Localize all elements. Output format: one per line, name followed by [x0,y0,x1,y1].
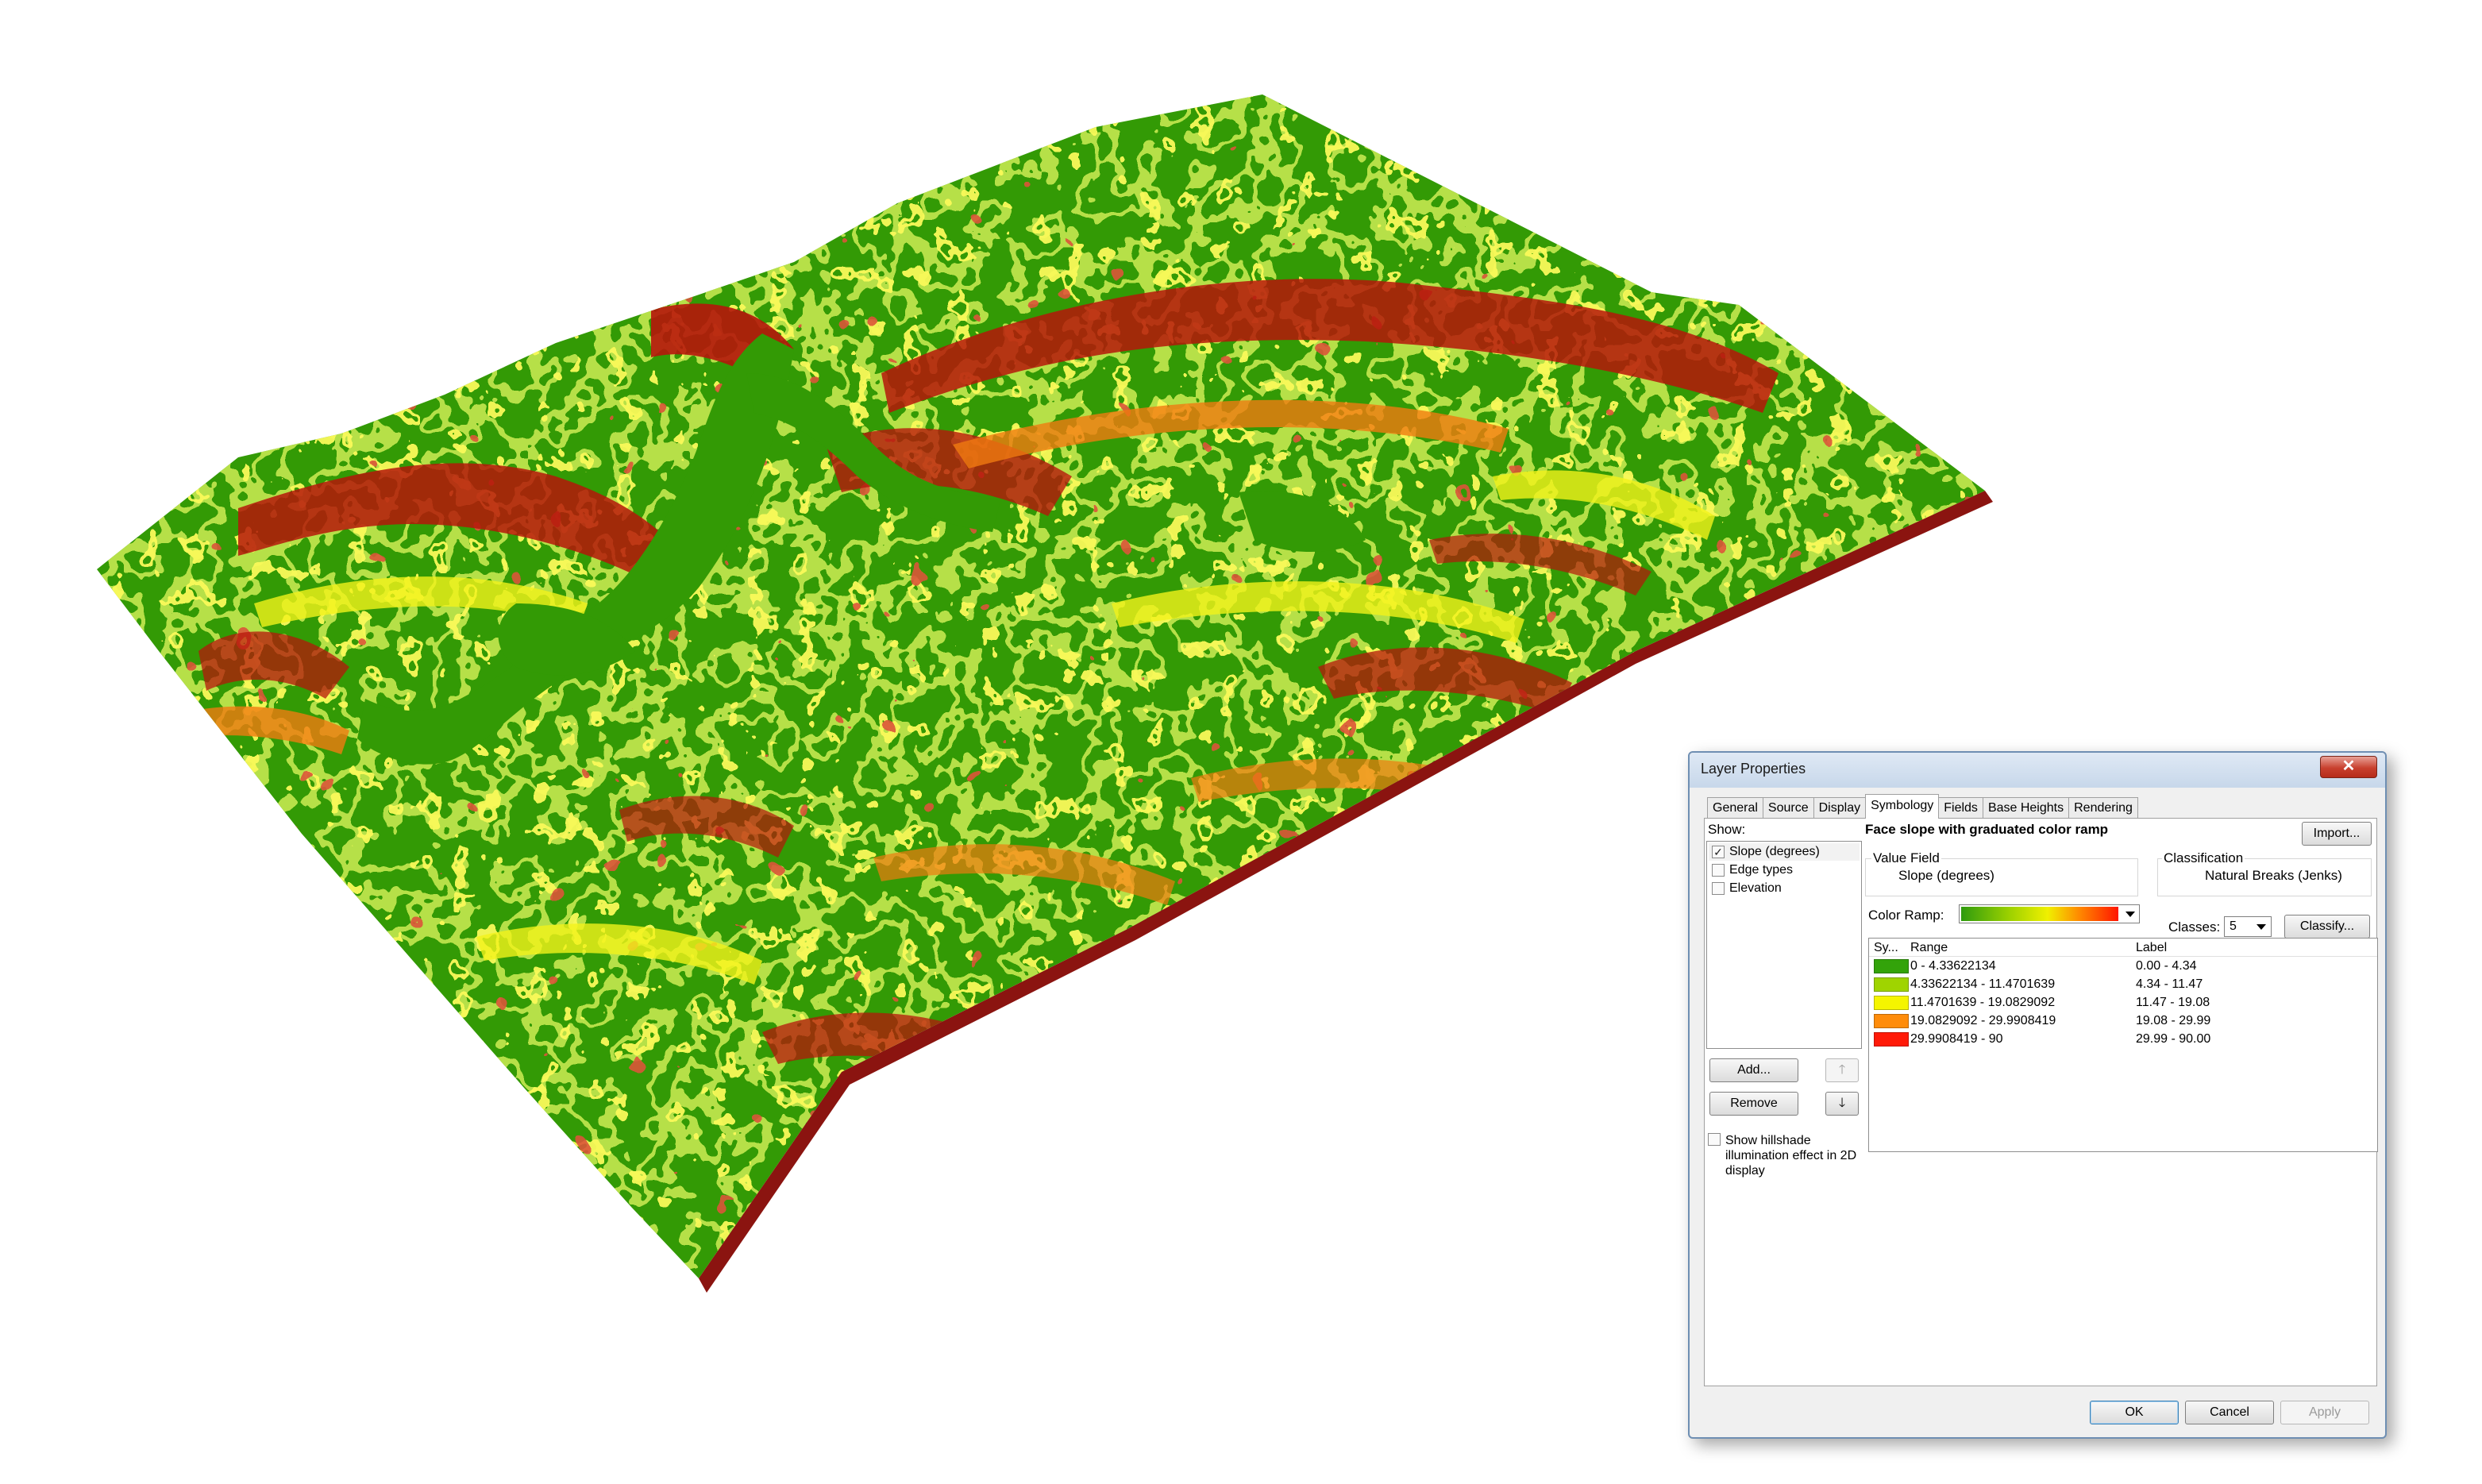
header-range[interactable]: Range [1910,941,1948,954]
table-row[interactable]: 19.0829092 - 29.9908419 19.08 - 29.99 [1869,1012,2377,1030]
header-symbol[interactable]: Sy... [1874,941,1898,954]
label-cell[interactable]: 0.00 - 4.34 [2136,959,2197,973]
symbology-panel: Show: ✓ Slope (degrees) Edge types Eleva… [1704,818,2378,1386]
tab-symbology[interactable]: Symbology [1865,794,1940,819]
remove-button[interactable]: Remove [1709,1092,1798,1116]
symbol-swatch[interactable] [1874,1032,1909,1047]
table-row[interactable]: 4.33622134 - 11.4701639 4.34 - 11.47 [1869,976,2377,993]
symbology-heading: Face slope with graduated color ramp [1865,822,2109,837]
table-row[interactable]: 11.4701639 - 19.0829092 11.47 - 19.08 [1869,994,2377,1012]
color-ramp-label: Color Ramp: [1868,908,1944,923]
tab-rendering[interactable]: Rendering [2068,797,2138,819]
chevron-down-icon [2257,924,2266,930]
label-cell[interactable]: 19.08 - 29.99 [2136,1014,2211,1027]
header-label[interactable]: Label [2136,941,2168,954]
dialog-title: Layer Properties [1701,761,1806,777]
symbol-swatch[interactable] [1874,959,1909,973]
tab-fields[interactable]: Fields [1938,797,1983,819]
show-item-label: Elevation [1729,881,1782,895]
show-heading: Show: [1708,822,1746,837]
move-down-button[interactable]: 🡓 [1825,1092,1859,1116]
range-cell[interactable]: 29.9908419 - 90 [1910,1032,2003,1046]
table-row[interactable]: 29.9908419 - 90 29.99 - 90.00 [1869,1031,2377,1048]
tab-source[interactable]: Source [1762,797,1814,819]
ok-button[interactable]: OK [2090,1401,2179,1424]
close-button[interactable]: ✕ [2320,756,2377,778]
edge-types-checkbox[interactable] [1712,864,1725,877]
label-cell[interactable]: 11.47 - 19.08 [2136,996,2210,1009]
chevron-down-icon [2126,912,2135,917]
show-list[interactable]: ✓ Slope (degrees) Edge types Elevation [1706,841,1862,1049]
classes-value: 5 [2230,919,2237,933]
dialog-footer: OK Cancel Apply [1690,1388,2385,1437]
tab-general[interactable]: General [1707,797,1763,819]
title-bar[interactable]: Layer Properties ✕ [1690,753,2385,788]
symbology-section: Face slope with graduated color ramp Imp… [1863,819,2376,1184]
show-item-elevation[interactable]: Elevation [1712,880,1782,897]
symbol-swatch[interactable] [1874,977,1909,992]
range-cell[interactable]: 19.0829092 - 29.9908419 [1910,1014,2056,1027]
color-ramp-gradient [1961,907,2118,921]
arrow-down-icon: 🡓 [1838,1097,1846,1110]
class-breaks-table[interactable]: Sy... Range Label 0 - 4.33622134 0.00 - 4… [1868,938,2378,1152]
range-cell[interactable]: 0 - 4.33622134 [1910,959,1996,973]
table-row[interactable]: 0 - 4.33622134 0.00 - 4.34 [1869,958,2377,975]
elevation-checkbox[interactable] [1712,882,1725,895]
label-cell[interactable]: 29.99 - 90.00 [2136,1032,2211,1046]
classes-dropdown[interactable]: 5 [2224,916,2272,937]
classification-method: Natural Breaks (Jenks) [2205,868,2342,883]
range-cell[interactable]: 11.4701639 - 19.0829092 [1910,996,2056,1009]
value-field-value[interactable]: Slope (degrees) [1898,868,1994,883]
color-ramp-selector[interactable] [1959,904,2140,923]
apply-button[interactable]: Apply [2280,1401,2369,1424]
classification-title: Classification [2162,850,2245,866]
symbol-swatch[interactable] [1874,996,1909,1010]
label-cell[interactable]: 4.34 - 11.47 [2136,977,2203,991]
show-section: Show: ✓ Slope (degrees) Edge types Eleva… [1706,822,1862,1187]
slope-checkbox[interactable]: ✓ [1712,846,1725,858]
range-cell[interactable]: 4.33622134 - 11.4701639 [1910,977,2056,991]
cancel-button[interactable]: Cancel [2185,1401,2274,1424]
tab-base-heights[interactable]: Base Heights [1982,797,2070,819]
arrow-up-icon: 🡑 [1838,1063,1846,1077]
add-button[interactable]: Add... [1709,1058,1798,1082]
layer-properties-dialog[interactable]: Layer Properties ✕ General Source Displa… [1688,751,2387,1439]
show-item-label: Edge types [1729,863,1794,877]
tab-strip: General Source Display Symbology Fields … [1707,794,2138,819]
hillshade-option[interactable]: Show hillshade illumination effect in 2D… [1708,1133,1859,1178]
table-header: Sy... Range Label [1869,939,2377,957]
import-button[interactable]: Import... [2302,822,2372,846]
hillshade-label: Show hillshade illumination effect in 2D… [1725,1134,1857,1178]
symbol-swatch[interactable] [1874,1014,1909,1028]
classification-group [2157,858,2372,896]
show-item-label: Slope (degrees) [1729,845,1820,858]
classify-button[interactable]: Classify... [2284,915,2370,939]
value-field-title: Value Field [1871,850,1941,866]
move-up-button[interactable]: 🡑 [1825,1058,1859,1082]
value-field-group [1865,858,2138,896]
tab-display[interactable]: Display [1813,797,1867,819]
classes-label: Classes: [2168,919,2221,935]
show-item-edge-types[interactable]: Edge types [1712,861,1793,879]
hillshade-checkbox[interactable] [1708,1133,1721,1146]
show-item-slope[interactable]: ✓ Slope (degrees) [1709,843,1860,861]
